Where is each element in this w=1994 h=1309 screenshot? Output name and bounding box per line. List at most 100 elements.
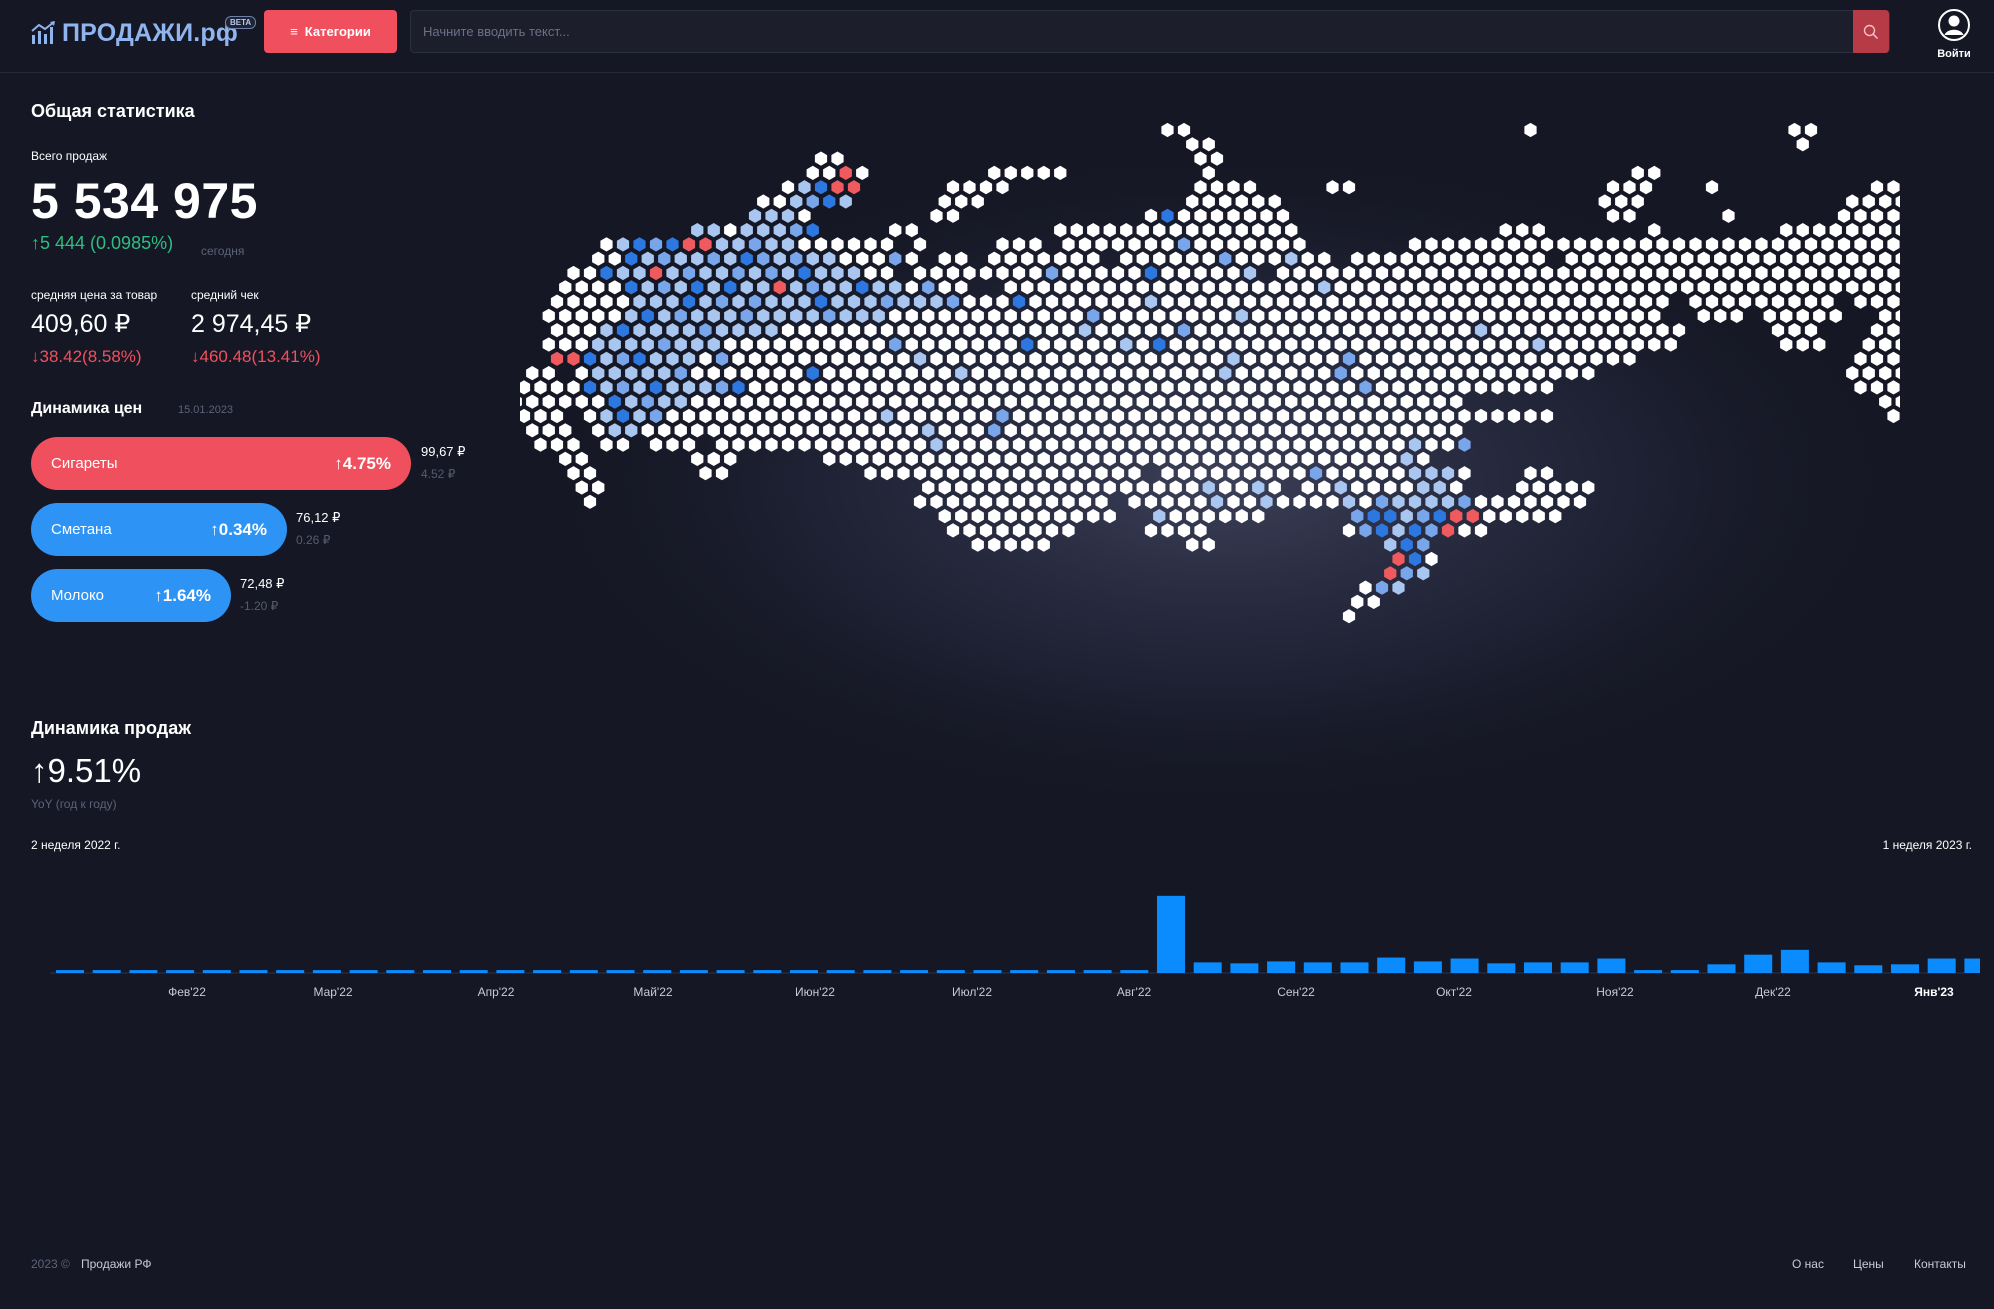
map-region-hex[interactable]: [1648, 337, 1661, 352]
map-region-hex[interactable]: [773, 394, 786, 409]
map-region-hex[interactable]: [1532, 509, 1545, 524]
map-region-hex[interactable]: [1400, 366, 1413, 381]
map-region-hex[interactable]: [1483, 337, 1496, 352]
map-region-hex[interactable]: [1606, 265, 1620, 281]
map-region-hex[interactable]: [1029, 294, 1042, 309]
map-region-hex[interactable]: [806, 337, 819, 352]
map-region-hex[interactable]: [823, 423, 836, 438]
map-region-hex[interactable]: [1879, 251, 1892, 266]
map-region-hex[interactable]: [864, 323, 877, 338]
sales-bar[interactable]: [202, 970, 231, 973]
map-region-hex[interactable]: [1639, 323, 1653, 338]
map-region-hex[interactable]: [641, 337, 654, 352]
map-region-hex[interactable]: [1186, 337, 1199, 352]
map-region-hex[interactable]: [1301, 451, 1314, 466]
map-region-hex[interactable]: [1210, 208, 1224, 223]
sales-bar[interactable]: [1891, 964, 1919, 973]
map-region-hex[interactable]: [1392, 466, 1405, 481]
map-region-hex[interactable]: [1186, 223, 1199, 238]
map-region-hex[interactable]: [781, 380, 795, 395]
map-region-hex[interactable]: [1054, 451, 1067, 466]
map-region-hex[interactable]: [938, 194, 951, 209]
map-region-hex[interactable]: [1252, 337, 1265, 352]
map-region-hex[interactable]: [608, 280, 621, 295]
map-region-hex[interactable]: [847, 351, 861, 366]
map-region-hex[interactable]: [996, 237, 1009, 252]
map-region-hex[interactable]: [1582, 337, 1595, 352]
map-region-hex[interactable]: [847, 294, 861, 309]
map-region-hex[interactable]: [1120, 451, 1133, 466]
map-region-hex[interactable]: [625, 394, 638, 409]
map-region-hex[interactable]: [625, 423, 638, 438]
map-region-hex[interactable]: [699, 351, 712, 366]
map-region-hex[interactable]: [1392, 523, 1405, 538]
map-region-hex[interactable]: [831, 180, 844, 195]
map-region-hex[interactable]: [946, 523, 960, 538]
map-region-hex[interactable]: [1037, 337, 1050, 352]
map-region-hex[interactable]: [583, 466, 597, 481]
map-region-hex[interactable]: [1441, 380, 1455, 395]
map-region-hex[interactable]: [781, 351, 795, 366]
map-region-hex[interactable]: [1161, 437, 1174, 452]
map-region-hex[interactable]: [1012, 351, 1026, 366]
map-region-hex[interactable]: [831, 237, 844, 252]
map-region-hex[interactable]: [748, 380, 762, 395]
map-region-hex[interactable]: [839, 394, 852, 409]
map-region-hex[interactable]: [1318, 423, 1331, 438]
map-region-hex[interactable]: [1021, 509, 1034, 524]
map-region-hex[interactable]: [1870, 237, 1884, 252]
map-region-hex[interactable]: [1268, 308, 1281, 323]
map-region-hex[interactable]: [880, 351, 894, 366]
map-region-hex[interactable]: [1021, 480, 1034, 495]
map-region-hex[interactable]: [1161, 294, 1174, 309]
map-region-hex[interactable]: [1474, 408, 1488, 424]
map-region-hex[interactable]: [748, 323, 762, 338]
map-region-hex[interactable]: [1532, 251, 1545, 266]
map-region-hex[interactable]: [1103, 451, 1116, 466]
map-region-hex[interactable]: [1342, 494, 1356, 509]
map-region-hex[interactable]: [1012, 265, 1026, 281]
map-region-hex[interactable]: [1326, 351, 1339, 366]
map-region-hex[interactable]: [625, 337, 638, 352]
map-region-hex[interactable]: [1441, 323, 1455, 338]
map-region-hex[interactable]: [1252, 423, 1265, 438]
map-region-hex[interactable]: [1557, 494, 1570, 509]
map-region-hex[interactable]: [526, 394, 539, 409]
map-region-hex[interactable]: [1821, 294, 1834, 309]
sales-bar[interactable]: [1083, 970, 1112, 973]
map-region-hex[interactable]: [1111, 323, 1125, 338]
map-region-hex[interactable]: [988, 480, 1001, 495]
sales-bar[interactable]: [56, 970, 84, 973]
map-region-hex[interactable]: [1887, 323, 1900, 338]
map-region-hex[interactable]: [1103, 423, 1116, 438]
map-region-hex[interactable]: [1417, 423, 1430, 438]
map-region-hex[interactable]: [699, 380, 712, 395]
map-region-hex[interactable]: [831, 437, 844, 452]
map-region-hex[interactable]: [1128, 408, 1141, 424]
map-region-hex[interactable]: [1045, 323, 1059, 338]
map-region-hex[interactable]: [1177, 408, 1191, 424]
map-region-hex[interactable]: [1433, 337, 1446, 352]
map-region-hex[interactable]: [757, 223, 770, 238]
map-region-hex[interactable]: [798, 437, 811, 452]
map-region-hex[interactable]: [955, 451, 968, 466]
map-region-hex[interactable]: [575, 308, 588, 323]
map-region-hex[interactable]: [946, 180, 960, 195]
map-region-hex[interactable]: [1252, 394, 1265, 409]
map-region-hex[interactable]: [1656, 237, 1669, 252]
map-region-hex[interactable]: [633, 380, 646, 395]
map-region-hex[interactable]: [831, 380, 844, 395]
map-region-hex[interactable]: [1087, 394, 1100, 409]
map-region-hex[interactable]: [889, 280, 902, 295]
map-region-hex[interactable]: [666, 437, 679, 452]
map-region-hex[interactable]: [930, 208, 943, 223]
map-region-hex[interactable]: [1326, 494, 1339, 509]
map-region-hex[interactable]: [1219, 509, 1232, 524]
map-region-hex[interactable]: [1714, 280, 1727, 295]
map-region-hex[interactable]: [765, 323, 778, 338]
map-region-hex[interactable]: [905, 394, 918, 409]
map-region-hex[interactable]: [823, 308, 836, 323]
map-region-hex[interactable]: [996, 180, 1009, 195]
map-region-hex[interactable]: [1227, 265, 1240, 281]
map-region-hex[interactable]: [1763, 251, 1776, 266]
